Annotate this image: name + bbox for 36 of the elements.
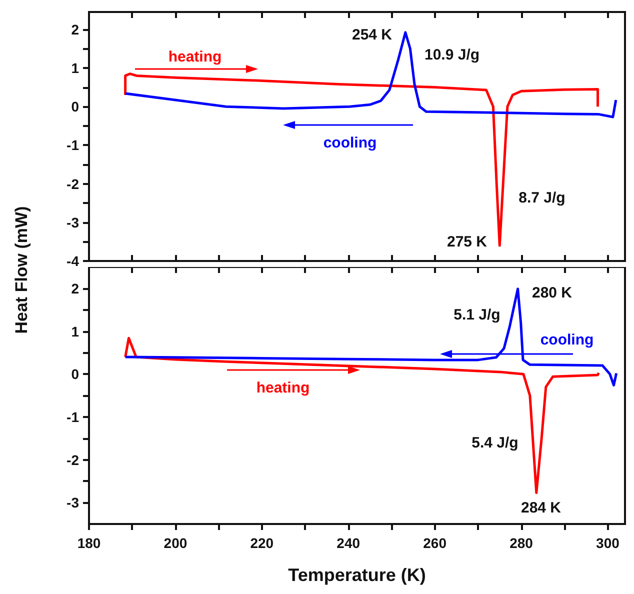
- x-tick-label: 260: [423, 535, 447, 551]
- y-tick-label: 1: [71, 323, 80, 340]
- y-axis-title: Heat Flow (mW): [12, 206, 32, 334]
- y-tick-label: 2: [71, 280, 80, 296]
- y-tick-label: -1: [66, 408, 80, 425]
- y-tick-label: 0: [71, 366, 80, 382]
- annotation: heating: [168, 48, 222, 66]
- annotation: heating: [256, 380, 310, 396]
- annotation: 8.7 J/g: [518, 190, 566, 206]
- y-tick-label: 1: [71, 60, 80, 76]
- y-tick-label: -3: [66, 214, 80, 230]
- annotation: 284 K: [520, 500, 562, 516]
- annotation: 10.9 J/g: [424, 46, 480, 64]
- x-tick-label: 220: [250, 535, 274, 551]
- line-series: [124, 31, 618, 118]
- y-tick-label: -4: [66, 253, 80, 269]
- x-axis-title: Temperature (K): [288, 565, 426, 585]
- y-tick-label: 2: [71, 21, 80, 38]
- y-tick-label: 0: [71, 98, 80, 115]
- annotation: 5.1 J/g: [454, 306, 500, 324]
- x-tick-label: 300: [596, 535, 620, 551]
- annotation: 5.4 J/g: [472, 434, 518, 452]
- y-tick-label: -2: [66, 176, 80, 192]
- x-tick-label: 180: [77, 535, 101, 551]
- annotation: 275 K: [446, 234, 488, 250]
- y-tick-label: -2: [66, 452, 80, 468]
- annotation: 254 K: [352, 26, 392, 44]
- annotation: 280 K: [532, 284, 572, 302]
- y-tick-label: -1: [66, 137, 80, 154]
- y-tick-label: -3: [66, 494, 80, 511]
- x-tick-label: 240: [336, 535, 360, 551]
- line-series: [124, 72, 600, 247]
- annotation: cooling: [540, 332, 594, 348]
- x-tick-label: 280: [510, 535, 534, 551]
- annotation: cooling: [323, 134, 377, 152]
- x-tick-label: 200: [164, 535, 188, 551]
